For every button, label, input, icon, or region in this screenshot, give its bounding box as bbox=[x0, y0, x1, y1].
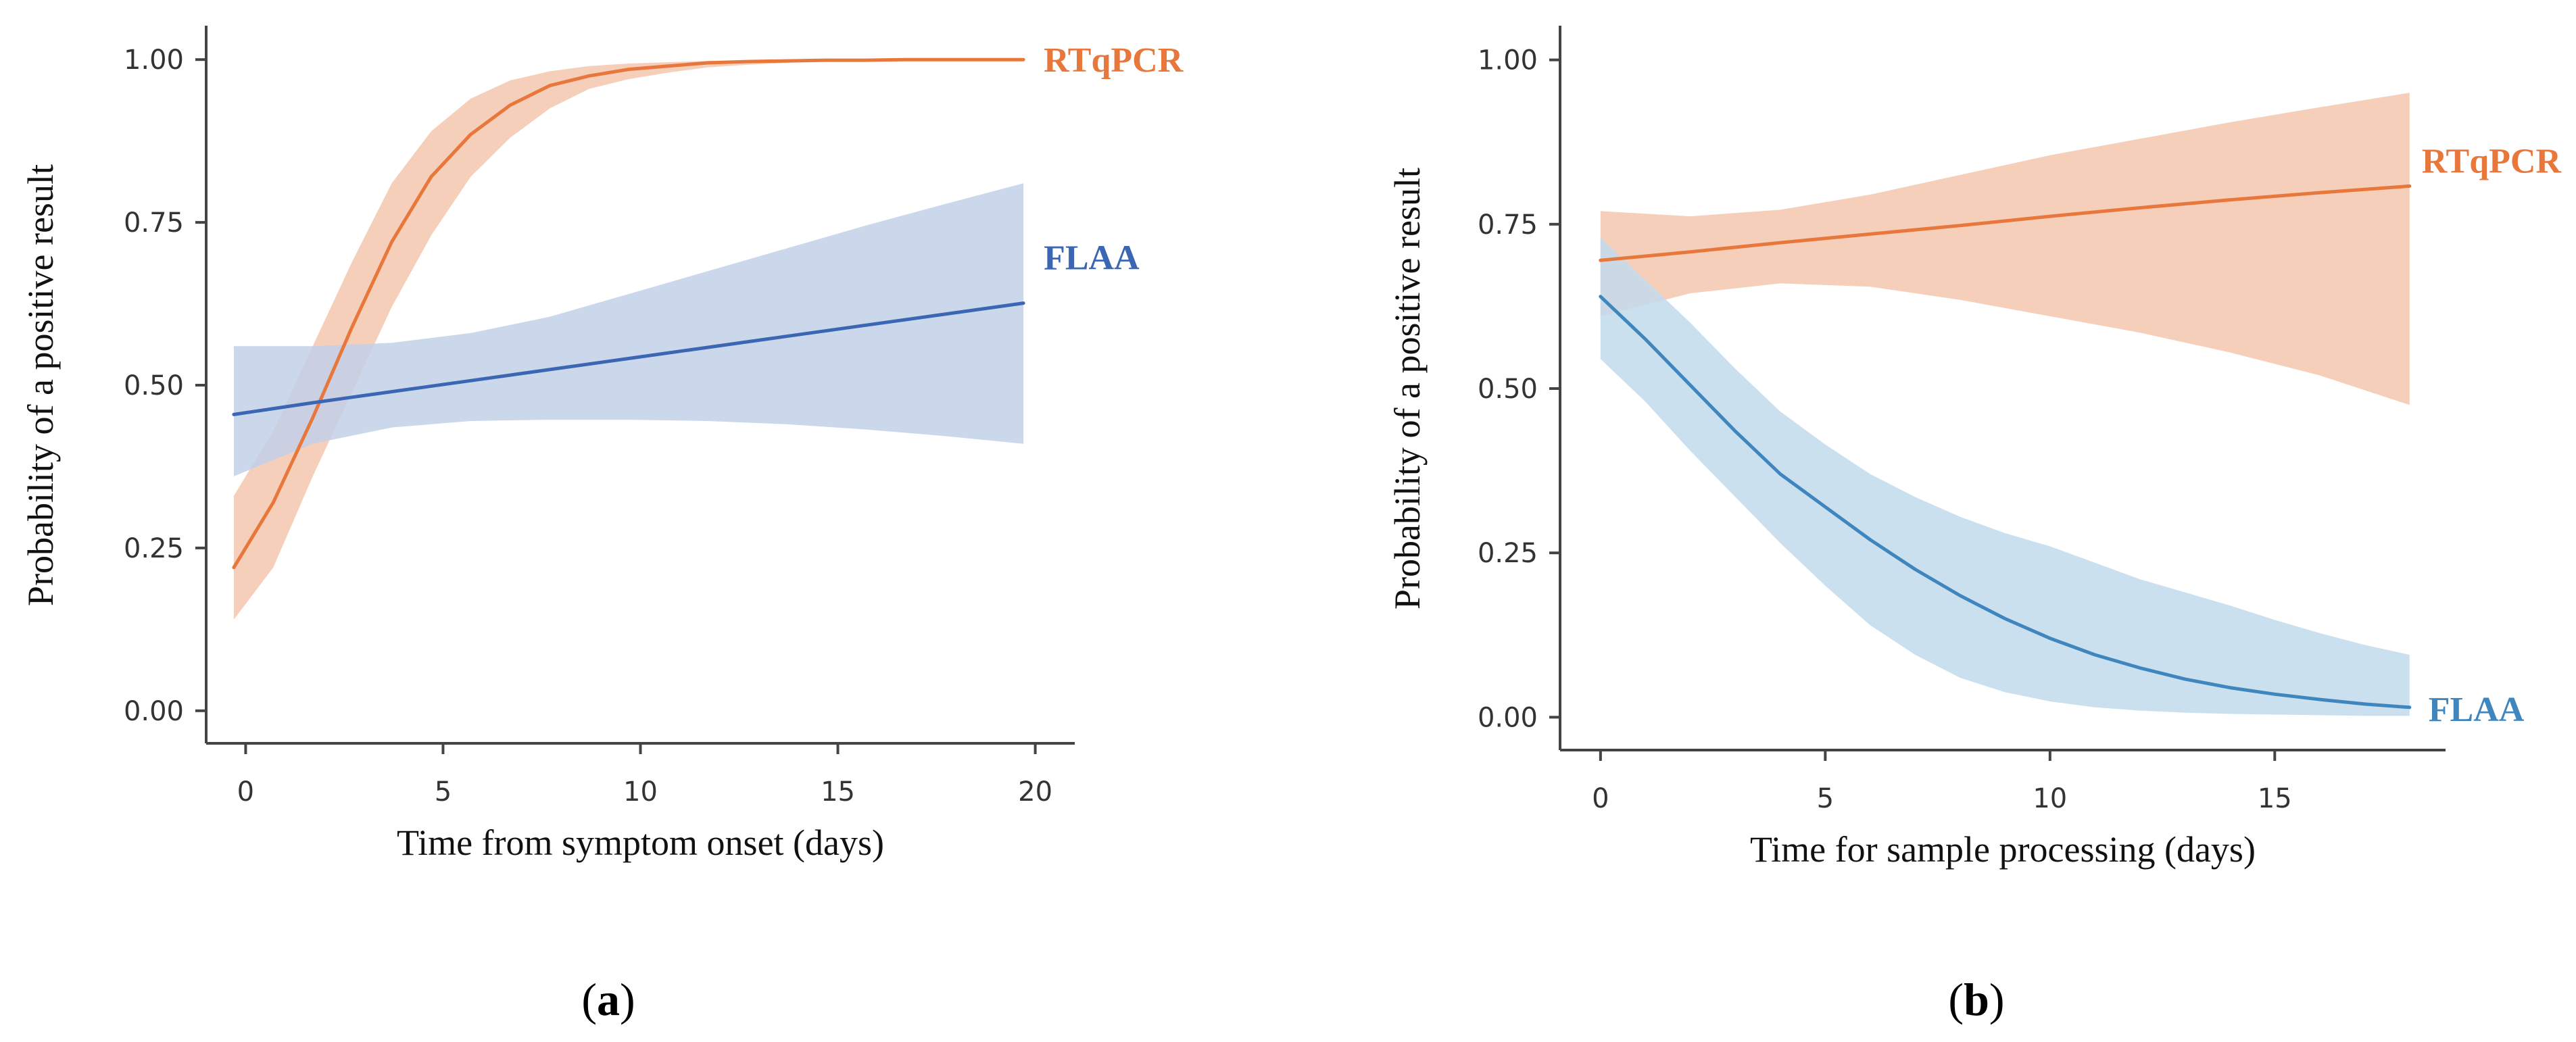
panel-a-x-tick-label: 10 bbox=[623, 776, 658, 808]
panel-a-x-tick-label: 15 bbox=[821, 776, 855, 808]
panel-a-rtqpcr-label: RTqPCR bbox=[1044, 41, 1184, 80]
panel-b-y-tick-label: 0.00 bbox=[1478, 702, 1538, 733]
panel-a-y-axis-title: Probability of a positive result bbox=[20, 164, 61, 606]
panel-b-x-tick-label: 15 bbox=[2258, 783, 2292, 814]
panel-a-y-tick-label: 1.00 bbox=[124, 45, 184, 76]
panel-b-label: (b) bbox=[1948, 974, 2004, 1025]
panel-b-y-tick-label: 0.50 bbox=[1478, 374, 1538, 405]
panel-a-y-tick-label: 0.00 bbox=[124, 696, 184, 727]
panel-a-y-tick-label: 0.75 bbox=[124, 207, 184, 239]
panel-b-flaa-label: FLAA bbox=[2429, 691, 2525, 729]
panel-a-label: (a) bbox=[581, 974, 635, 1025]
panel-a-y-tick-label: 0.25 bbox=[124, 533, 184, 564]
panel-a-rtqpcr-ci-band bbox=[233, 59, 1024, 620]
panel-b-y-tick-label: 1.00 bbox=[1478, 45, 1538, 76]
panel-a-rtqpcr-line bbox=[232, 57, 1025, 570]
panel-a-x-tick-label: 20 bbox=[1018, 776, 1052, 808]
panel-b-x-tick-label: 5 bbox=[1817, 783, 1834, 814]
panel-b-x-tick-label: 10 bbox=[2033, 783, 2067, 814]
panel-b-x-tick-label: 0 bbox=[1592, 783, 1609, 814]
panel-b-x-axis-title: Time for sample processing (days) bbox=[1750, 829, 2256, 870]
panel-b-rtqpcr-line bbox=[1599, 184, 2412, 262]
panel-a-x-tick-label: 5 bbox=[435, 776, 452, 808]
panel-a-x-tick-label: 0 bbox=[237, 776, 254, 808]
panel-a-flaa-line bbox=[232, 301, 1025, 416]
panel-b-y-axis-title: Probability of a positive result bbox=[1387, 168, 1428, 610]
panel-b-y-tick-label: 0.75 bbox=[1478, 209, 1538, 241]
panel-a-x-axis-title: Time from symptom onset (days) bbox=[397, 822, 884, 863]
panel-b-flaa-line bbox=[1599, 295, 2412, 710]
panel-a: 0.00 0.25 0.50 0.75 1.00 0 5 10 15 20 Time from sy… bbox=[20, 26, 1184, 863]
panel-b-y-tick-label: 0.25 bbox=[1478, 538, 1538, 569]
panel-a-flaa-ci-band bbox=[233, 183, 1024, 476]
panel-a-y-tick-label: 0.50 bbox=[124, 370, 184, 401]
panel-b-rtqpcr-ci-band bbox=[1600, 93, 2410, 405]
panel-a-flaa-label: FLAA bbox=[1044, 239, 1140, 278]
panel-b-rtqpcr-label: RTqPCR bbox=[2422, 142, 2562, 180]
